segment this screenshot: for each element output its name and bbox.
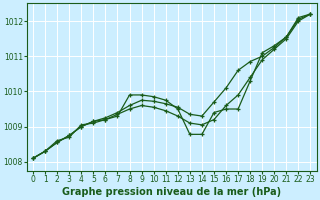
X-axis label: Graphe pression niveau de la mer (hPa): Graphe pression niveau de la mer (hPa)	[62, 187, 281, 197]
